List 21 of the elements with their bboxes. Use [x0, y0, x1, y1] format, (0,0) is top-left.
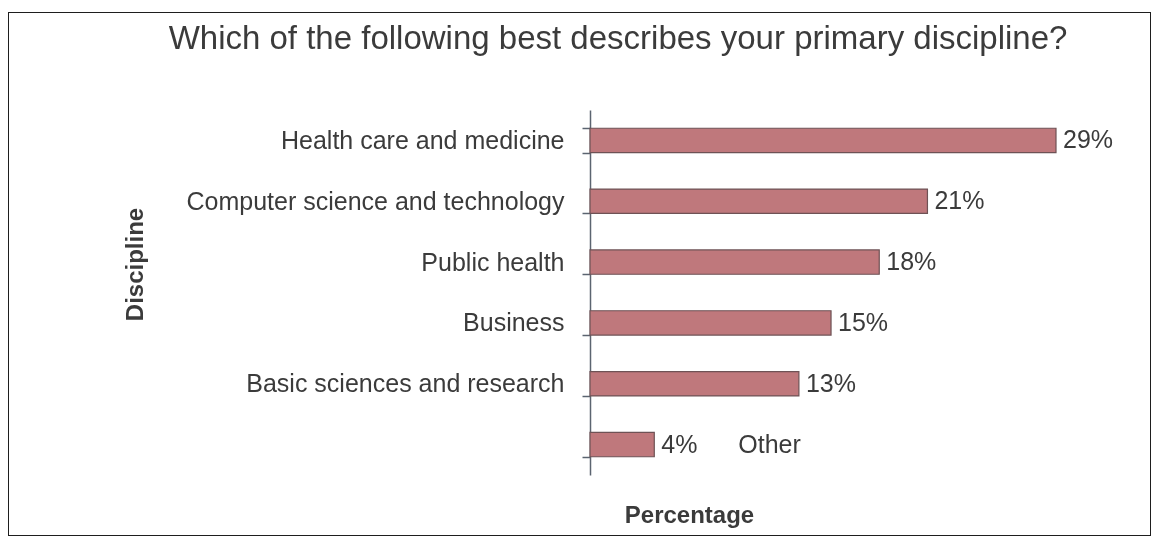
- data-label: 29%: [1063, 125, 1114, 154]
- y-axis-title: Discipline: [120, 207, 148, 322]
- bar: [589, 431, 655, 458]
- data-label: 21%: [934, 186, 985, 215]
- y-tick-label: Health care and medicine: [281, 125, 565, 154]
- y-tick-label: Computer science and technology: [186, 186, 565, 215]
- data-label: 4%: [661, 429, 698, 458]
- bar: [589, 249, 880, 275]
- y-tick-label: Basic sciences and research: [246, 369, 565, 398]
- bar: [589, 370, 800, 397]
- x-axis-title: Percentage: [624, 500, 755, 528]
- chart-title: Which of the following best describes your primary discipline?: [168, 19, 1068, 56]
- bar: [589, 188, 929, 215]
- bar: [589, 127, 1057, 154]
- y-tick-label: Business: [463, 308, 565, 337]
- data-label: 13%: [805, 368, 856, 397]
- data-label: 18%: [886, 247, 937, 276]
- bar: [589, 310, 832, 336]
- y-tick-label: Other: [738, 429, 801, 458]
- y-tick-label: Public health: [421, 247, 565, 276]
- data-label: 15%: [838, 307, 889, 336]
